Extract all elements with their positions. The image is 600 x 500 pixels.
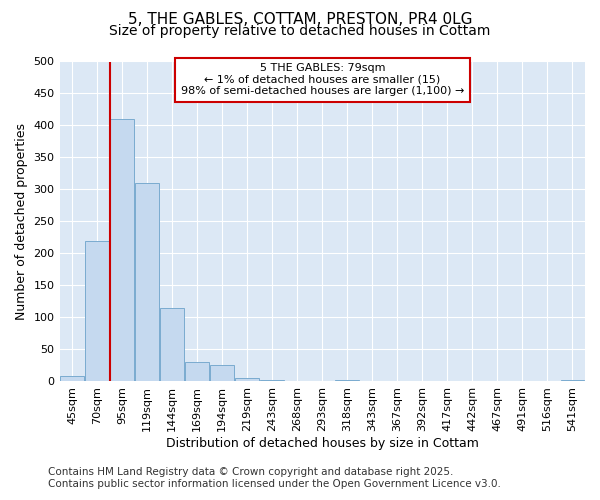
Bar — [160, 308, 184, 382]
Bar — [210, 366, 234, 382]
Bar — [60, 376, 84, 382]
Text: 5, THE GABLES, COTTAM, PRESTON, PR4 0LG: 5, THE GABLES, COTTAM, PRESTON, PR4 0LG — [128, 12, 472, 28]
Bar — [335, 380, 359, 382]
Bar — [85, 240, 109, 382]
Bar — [235, 378, 259, 382]
Bar — [560, 380, 584, 382]
X-axis label: Distribution of detached houses by size in Cottam: Distribution of detached houses by size … — [166, 437, 479, 450]
Bar — [260, 380, 284, 382]
Bar — [135, 183, 159, 382]
Text: Contains HM Land Registry data © Crown copyright and database right 2025.
Contai: Contains HM Land Registry data © Crown c… — [48, 468, 501, 489]
Bar — [185, 362, 209, 382]
Bar — [110, 119, 134, 382]
Text: 5 THE GABLES: 79sqm
← 1% of detached houses are smaller (15)
98% of semi-detache: 5 THE GABLES: 79sqm ← 1% of detached hou… — [181, 63, 464, 96]
Y-axis label: Number of detached properties: Number of detached properties — [15, 123, 28, 320]
Text: Size of property relative to detached houses in Cottam: Size of property relative to detached ho… — [109, 24, 491, 38]
